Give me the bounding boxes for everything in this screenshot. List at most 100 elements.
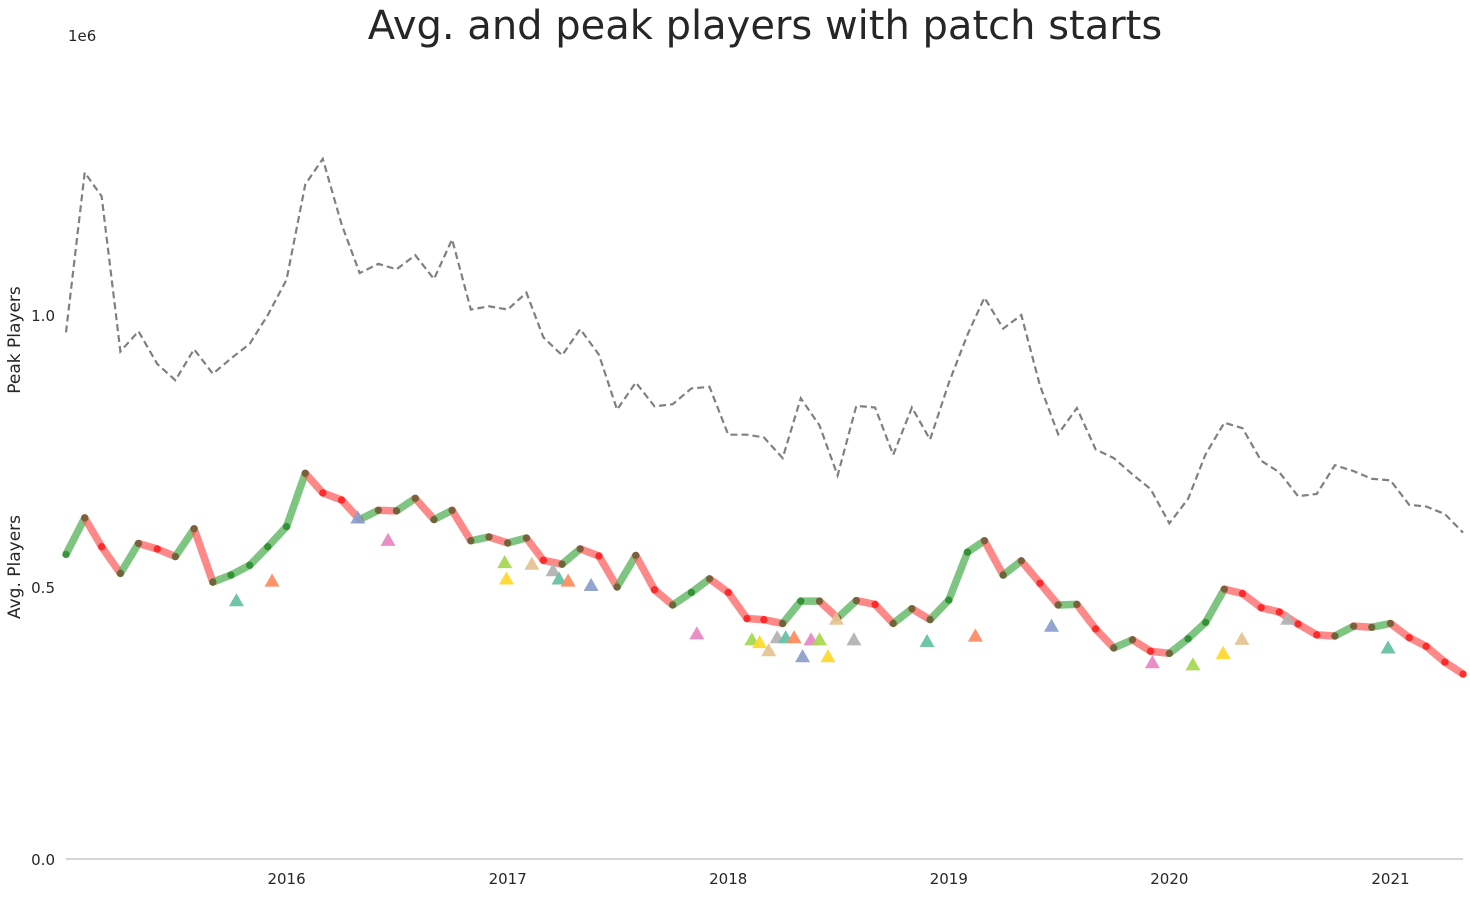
avg-point (467, 537, 475, 545)
avg-segment-up (999, 557, 1026, 579)
patch-start-triangle (545, 563, 561, 577)
avg-point (1422, 642, 1430, 650)
avg-point (558, 560, 566, 568)
patch-start-triangle (828, 611, 844, 625)
avg-point (190, 525, 198, 533)
avg-segment-down (871, 600, 897, 628)
y-axis-label-avg: Avg. Players (5, 515, 25, 619)
avg-point (411, 494, 419, 502)
avg-segment-down (1422, 642, 1449, 666)
avg-segment-up (116, 539, 143, 578)
x-tick-label: 2019 (930, 870, 968, 888)
patch-start-triangle (1044, 618, 1060, 632)
patch-start-triangle (583, 577, 599, 591)
avg-segment-up (282, 469, 310, 531)
avg-point (797, 597, 805, 605)
y-tick-label: 0.5 (31, 579, 55, 597)
avg-point (116, 569, 124, 578)
avg-point (1165, 649, 1173, 657)
y-axis-label-peak: Peak Players (5, 286, 25, 394)
avg-point (448, 506, 456, 514)
avg-point (1350, 622, 1358, 630)
peak-series (64, 156, 1464, 534)
avg-segment-up (1201, 585, 1229, 627)
avg-point (852, 597, 860, 605)
patch-start-triangle (560, 573, 576, 587)
avg-point (209, 578, 217, 586)
peak-line (64, 156, 1464, 534)
avg-segment-up (945, 548, 972, 604)
avg-point (337, 496, 346, 504)
avg-segment-down (1017, 557, 1044, 587)
avg-segment-down (980, 537, 1007, 579)
avg-segment-down (522, 534, 548, 565)
avg-point (1147, 647, 1155, 655)
avg-point (1073, 600, 1081, 609)
avg-point (98, 543, 106, 551)
patch-start-triangle (744, 632, 760, 646)
avg-point (980, 537, 989, 545)
x-tick-label: 2020 (1150, 870, 1188, 888)
avg-point (264, 543, 272, 551)
avg-segment-down (1036, 579, 1062, 609)
avg-segment-down (1238, 589, 1265, 612)
avg-segment-down (650, 585, 677, 609)
avg-point (1110, 644, 1118, 652)
avg-segment-up (171, 525, 198, 561)
avg-segment-down (1386, 619, 1413, 642)
patch-start-triangle (1215, 645, 1231, 659)
avg-point (374, 506, 382, 514)
avg-point (595, 552, 603, 560)
avg-segment-down (97, 542, 125, 578)
avg-point (1368, 623, 1376, 631)
avg-point (724, 588, 732, 597)
avg-point (81, 514, 89, 522)
avg-segment-up (613, 551, 640, 591)
avg-segment-up (62, 514, 89, 559)
avg-point (246, 561, 254, 569)
patch-start-triangle (1185, 657, 1201, 671)
x-tick-label: 2018 (709, 870, 747, 888)
avg-point (1201, 618, 1210, 626)
avg-segment-up (1165, 634, 1192, 658)
avg-point (650, 586, 659, 594)
patch-start-triangle (752, 634, 768, 649)
avg-point (1275, 608, 1283, 616)
avg-point (705, 575, 714, 583)
patch-start-triangle (264, 573, 280, 587)
avg-segment-down (705, 575, 732, 597)
patch-start-triangle (1144, 655, 1160, 669)
avg-point (504, 539, 512, 547)
patch-start-triangle (820, 649, 836, 663)
avg-point (1036, 579, 1044, 587)
avg-segment-down (724, 588, 751, 623)
x-tick-label: 2017 (489, 870, 527, 888)
avg-point (576, 545, 584, 553)
avg-point (1092, 625, 1100, 633)
y-offset-label: 1e6 (68, 27, 96, 45)
x-tick-label: 2021 (1371, 870, 1409, 888)
patch-start-triangle (811, 632, 827, 646)
avg-segment-down (190, 525, 217, 586)
avg-segment-down (411, 494, 438, 524)
avg-segment-up (264, 522, 291, 551)
avg-point (1313, 631, 1321, 639)
avg-segment-down (632, 551, 659, 594)
avg-point (522, 534, 531, 542)
avg-point (963, 548, 972, 556)
avg-point (1405, 633, 1413, 642)
avg-segment-up (778, 597, 805, 628)
avg-point (319, 489, 327, 497)
patch-start-triangle (919, 633, 935, 648)
avg-point (1386, 619, 1395, 628)
avg-point (1017, 557, 1025, 565)
patch-start-triangle (1280, 611, 1296, 625)
avg-segment-up (392, 494, 419, 515)
avg-point (1128, 636, 1137, 644)
y-ticks: 0.0 0.5 1.0 (31, 307, 55, 869)
avg-segment-up (245, 542, 272, 569)
avg-point (282, 523, 291, 531)
patch-start-triangle (524, 556, 540, 570)
patch-start-triangle (350, 510, 366, 524)
